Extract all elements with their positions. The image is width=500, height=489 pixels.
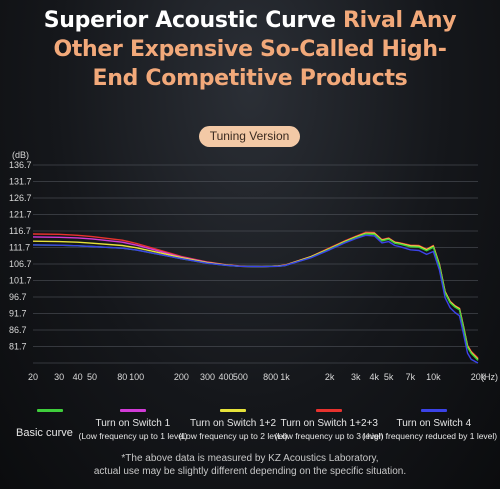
tuning-version-badge: Tuning Version — [199, 126, 300, 147]
x-tick-label: 40 — [73, 372, 83, 382]
headline-line-1-white: Superior Acoustic Curve — [43, 8, 344, 33]
headline-line-3: End Competitive Products — [92, 66, 408, 91]
headline-line-1-peach: Rival Any — [343, 8, 457, 33]
x-tick-label: 200 — [174, 372, 189, 382]
legend-sublabel: (Low frequency up to 3 level) — [274, 431, 384, 441]
x-tick-label: 400 — [218, 372, 233, 382]
y-tick-label: 131.7 — [9, 177, 32, 187]
x-tick-label: 20k — [471, 372, 486, 382]
series-line — [32, 232, 479, 360]
x-tick-label: 2k — [325, 372, 335, 382]
x-tick-label: 20 — [28, 372, 38, 382]
y-tick-label: 81.7 — [9, 342, 27, 352]
x-tick-label: 100 — [129, 372, 144, 382]
x-tick-label: 80 — [117, 372, 127, 382]
footnote-line-1: *The above data is measured by KZ Acoust… — [121, 453, 379, 464]
x-tick-labels: 20 30 40 50 80 100 200 300 400 500 800 1k 2k 3k 4k 5k 7k… — [28, 372, 486, 382]
x-tick-label: 30 — [54, 372, 64, 382]
legend-sublabel: (Low frequency up to 2 level) — [178, 431, 288, 441]
y-tick-label: 121.7 — [9, 210, 32, 220]
legend-label: Turn on Switch 1 — [95, 418, 171, 429]
series-line — [32, 231, 479, 359]
legend-sublabel: ( high frequency reduced by 1 level) — [362, 431, 498, 441]
legend-basic-curve-label: Basic curve — [16, 427, 73, 439]
x-tick-label: 7k — [406, 372, 416, 382]
y-tick-label: 96.7 — [9, 292, 27, 302]
legend-swatch — [316, 409, 342, 412]
footnote-line-2: actual use may be slightly different dep… — [93, 466, 407, 477]
x-tick-label: 5k — [384, 372, 394, 382]
y-tick-label: 116.7 — [9, 226, 31, 236]
x-tick-label: 50 — [87, 372, 97, 382]
legend-label: Turn on Switch 1+2 — [190, 418, 277, 429]
y-tick-label: 126.7 — [9, 193, 32, 203]
x-tick-label: 3k — [351, 372, 361, 382]
legend-label: Turn on Switch 1+2+3 — [280, 418, 378, 429]
legend-swatch — [220, 409, 246, 412]
y-tick-label: 86.7 — [9, 325, 27, 335]
legend-swatch — [37, 409, 63, 412]
x-tick-label: 300 — [200, 372, 215, 382]
y-tick-label: 91.7 — [9, 309, 27, 319]
y-tick-label: 136.7 — [9, 160, 32, 170]
headline: Superior Acoustic Curve Rival Any Other … — [0, 6, 500, 93]
headline-line-2: Other Expensive So-Called High- — [53, 37, 447, 62]
chart-series — [32, 231, 479, 364]
y-tick-label: 106.7 — [9, 259, 32, 269]
x-tick-label: 800 — [263, 372, 278, 382]
headline-line-1: Superior Acoustic Curve Rival Any — [0, 6, 500, 35]
chart-grid — [33, 164, 478, 364]
x-axis-unit: (Hz) — [481, 372, 498, 382]
y-tick-label: 111.7 — [9, 243, 30, 253]
series-line — [32, 232, 479, 360]
legend-swatch — [421, 409, 447, 412]
y-tick-label: 101.7 — [9, 276, 32, 286]
y-axis-label: (dB) — [12, 150, 29, 160]
x-tick-label: 4k — [370, 372, 380, 382]
x-tick-label: 10k — [426, 372, 441, 382]
x-tick-label: 1k — [280, 372, 290, 382]
legend-sublabel: (Low frequency up to 1 level) — [78, 431, 188, 441]
legend-label: Turn on Switch 4 — [396, 418, 472, 429]
legend-swatch — [120, 409, 146, 412]
y-tick-labels: 136.7 131.7 126.7 121.7 116.7 111.7 106.7 101.7… — [9, 160, 32, 352]
series-line — [32, 234, 479, 364]
frequency-response-chart: 136.7 131.7 126.7 121.7 116.7 111.7 106.7 101.7… — [9, 150, 498, 382]
measurement-footnote: *The above data is measured by KZ Acoust… — [0, 452, 500, 478]
x-tick-label: 500 — [233, 372, 248, 382]
